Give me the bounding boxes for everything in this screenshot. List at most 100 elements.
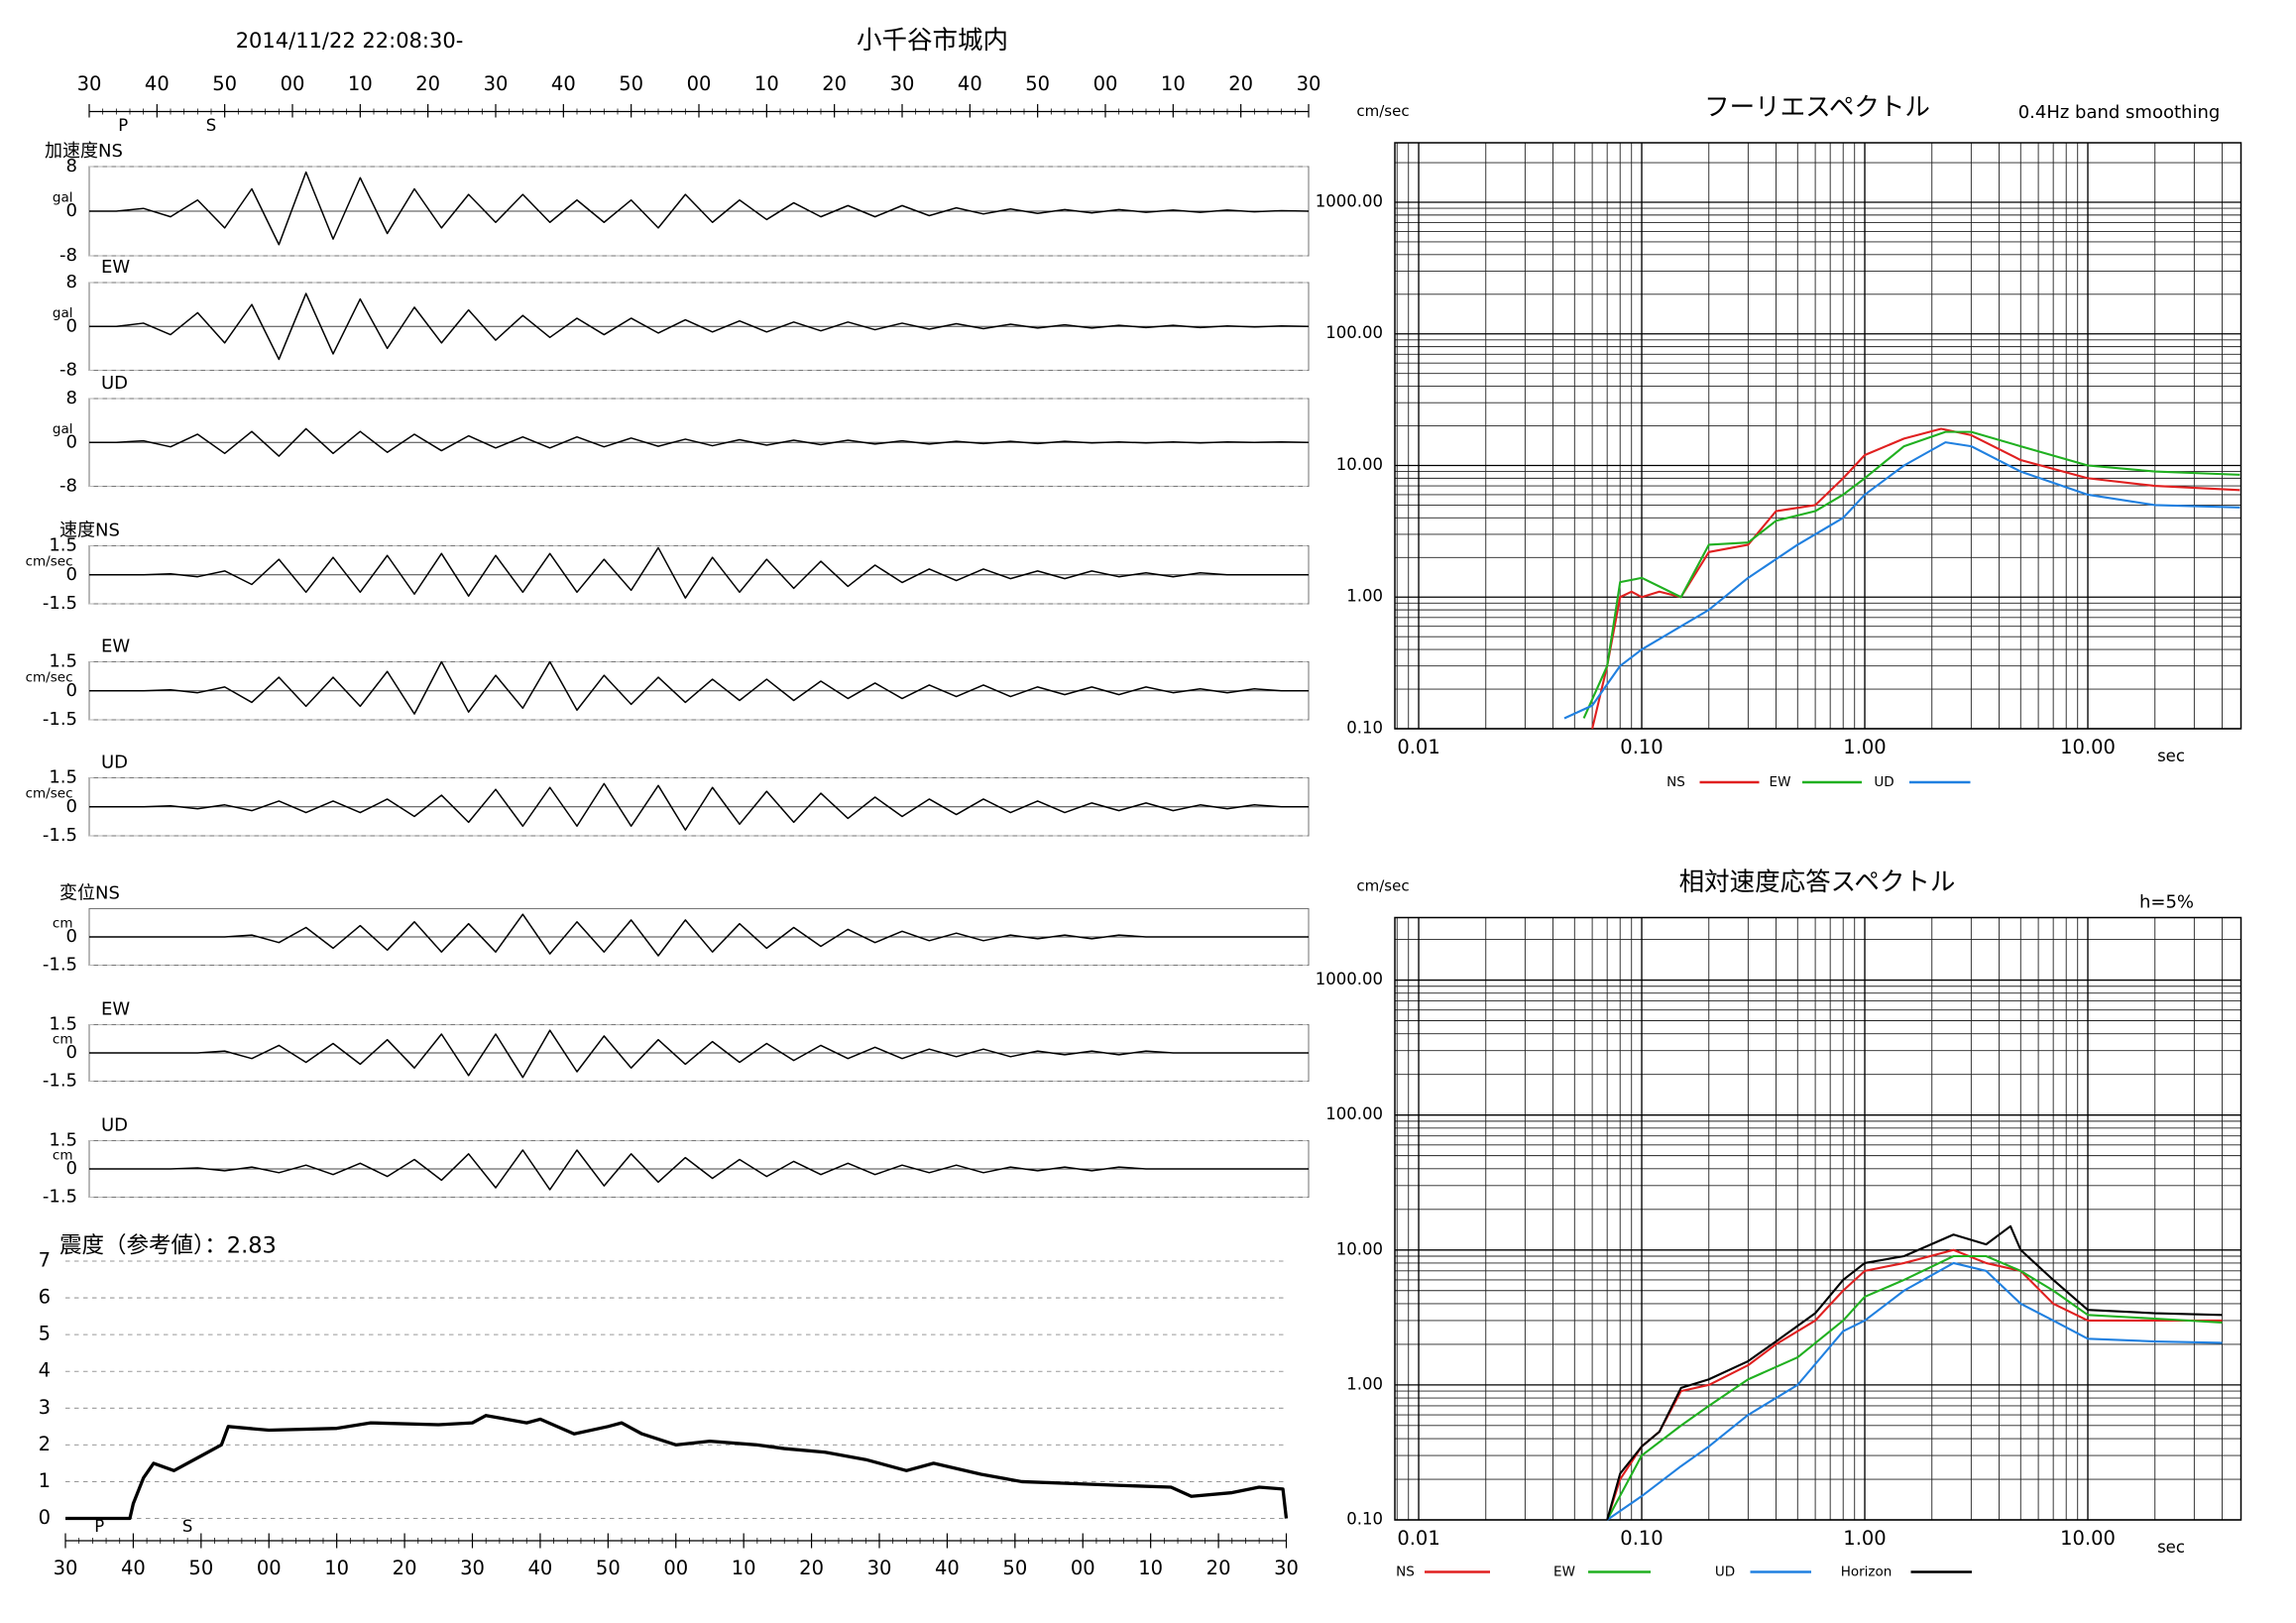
phase-marker: P [94, 1517, 104, 1536]
trace-label: 加速度NS [45, 141, 123, 162]
x-tick-label: 30 [54, 1557, 78, 1579]
x-tick-label: 30 [867, 1557, 892, 1579]
x-tick-label: 00 [1093, 72, 1118, 95]
y-tick-label: 0 [66, 200, 77, 221]
x-tick-label: 40 [528, 1557, 553, 1579]
unit-label: gal [53, 190, 73, 206]
x-tick-label: 10 [324, 1557, 349, 1579]
x-tick-label: 20 [822, 72, 847, 95]
legend-label: EW [1770, 774, 1791, 790]
y-tick-label: 0 [66, 564, 77, 585]
x-tick-label: 0.01 [1397, 736, 1439, 758]
y-tick-label: 0 [66, 431, 77, 452]
y-tick-label: 8 [66, 388, 77, 408]
x-tick-label: 50 [1002, 1557, 1027, 1579]
waveform-line [89, 1029, 1309, 1079]
spectrum-line [1606, 1261, 2223, 1521]
y-tick-label: 1000.00 [1316, 970, 1383, 988]
waveform-line [89, 546, 1309, 599]
x-tick-label: 40 [145, 72, 170, 95]
y-tick-label: -1.5 [43, 1187, 77, 1208]
y-tick-label: 0 [66, 315, 77, 336]
x-tick-label: 00 [257, 1557, 282, 1579]
y-tick-label: 8 [66, 156, 77, 176]
y-tick-label: 1.5 [49, 767, 77, 788]
y-tick-label: 0 [66, 926, 77, 947]
trace-label: EW [101, 637, 130, 657]
y-tick-label: 1.00 [1346, 587, 1383, 606]
y-tick-label: 2 [39, 1433, 51, 1455]
trace-label: UD [101, 1115, 128, 1136]
y-tick-label: 1.5 [49, 1130, 77, 1151]
x-tick-label: 10 [754, 72, 779, 95]
chart-subtitle: 0.4Hz band smoothing [2018, 102, 2221, 123]
x-tick-label: 40 [121, 1557, 146, 1579]
trace-label: 変位NS [59, 883, 120, 904]
x-tick-label: 10 [732, 1557, 756, 1579]
x-axis-label: sec [2157, 747, 2185, 765]
y-tick-label: 0 [39, 1506, 51, 1529]
x-tick-label: 00 [687, 72, 712, 95]
y-tick-label: 0 [66, 680, 77, 701]
spectrum-line [1563, 441, 2240, 720]
spectrum-line [1591, 427, 2240, 730]
y-tick-label: 3 [39, 1396, 51, 1419]
x-tick-label: 20 [393, 1557, 417, 1579]
chart-title: 小千谷市城内 [857, 26, 1008, 56]
x-tick-label: 0.10 [1620, 1527, 1663, 1550]
unit-label: cm/sec [26, 553, 73, 569]
y-tick-label: 0 [66, 796, 77, 817]
legend-label: NS [1666, 774, 1685, 790]
y-tick-label: 1000.00 [1316, 191, 1383, 210]
legend-label: Horizon [1841, 1565, 1893, 1580]
x-tick-label: 30 [890, 72, 915, 95]
y-axis-label: cm/sec [1356, 102, 1409, 120]
plot-frame [1394, 916, 2242, 1521]
x-tick-label: 00 [1071, 1557, 1095, 1579]
trace-label: EW [101, 999, 130, 1020]
chart-title: 震度（参考値）：2.83 [59, 1233, 277, 1259]
x-tick-label: 1.00 [1843, 1527, 1886, 1550]
chart-subtitle: h=5% [2139, 892, 2194, 913]
spectrum-line [1606, 1224, 2223, 1521]
y-tick-label: 1.5 [49, 651, 77, 672]
unit-label: cm/sec [26, 785, 73, 801]
x-tick-label: 0.01 [1397, 1527, 1439, 1550]
y-tick-label: 1.5 [49, 535, 77, 556]
y-tick-label: 5 [39, 1323, 51, 1345]
y-tick-label: -1.5 [43, 593, 77, 614]
chart-title: 相対速度応答スペクトル [1679, 868, 1956, 897]
y-tick-label: 0 [66, 1042, 77, 1063]
unit-label: gal [53, 305, 73, 321]
waveform-line [89, 782, 1309, 831]
waveform-line [89, 660, 1309, 715]
trace-label: UD [101, 373, 128, 394]
waveform-line [89, 913, 1309, 957]
x-tick-label: 50 [212, 72, 237, 95]
trace-label: EW [101, 257, 130, 278]
spectrum-line [1606, 1254, 2223, 1521]
x-tick-label: 50 [596, 1557, 621, 1579]
unit-label: cm/sec [26, 669, 73, 685]
y-tick-label: 0.10 [1346, 719, 1383, 738]
unit-label: cm [53, 916, 73, 932]
x-tick-label: 00 [663, 1557, 688, 1579]
y-tick-label: 100.00 [1325, 323, 1383, 342]
phase-marker: S [206, 116, 216, 135]
y-axis-label: cm/sec [1356, 877, 1409, 895]
legend-label: EW [1553, 1565, 1575, 1580]
x-tick-label: 1.00 [1843, 736, 1886, 758]
x-tick-label: 30 [460, 1557, 485, 1579]
spectrum-line [1582, 430, 2240, 719]
x-axis-label: sec [2157, 1538, 2185, 1557]
x-tick-label: 20 [799, 1557, 824, 1579]
intensity-line [65, 1414, 1289, 1521]
x-tick-label: 40 [551, 72, 576, 95]
x-tick-label: 30 [484, 72, 509, 95]
y-tick-label: -8 [59, 476, 77, 497]
x-tick-label: 10 [348, 72, 373, 95]
x-tick-label: 20 [415, 72, 440, 95]
y-tick-label: -1.5 [43, 1071, 77, 1092]
legend-label: UD [1715, 1565, 1735, 1580]
